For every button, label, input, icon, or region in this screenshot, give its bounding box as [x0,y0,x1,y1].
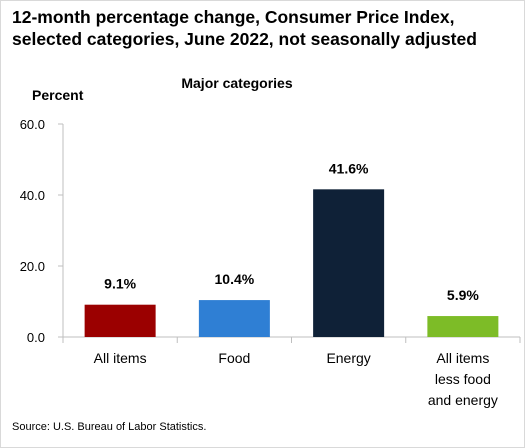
y-tick-label: 20.0 [20,259,45,274]
y-tick-label: 0.0 [27,330,45,345]
x-tick-label: All items less food and energy [428,350,498,408]
y-tick-label: 40.0 [20,188,45,203]
chart-title: 12-month percentage change, Consumer Pri… [12,6,517,50]
chart-title-line-2: selected categories, June 2022, not seas… [12,29,477,49]
source-note: Source: U.S. Bureau of Labor Statistics. [12,421,207,433]
x-tick-label: Food [218,350,250,366]
bar [427,316,499,337]
x-tick-label: Energy [326,350,370,366]
bar [84,304,156,337]
bar [198,300,270,337]
data-label: 5.9% [447,287,479,303]
x-tick-label: All items [94,350,147,366]
y-axis-label: Percent [32,87,84,103]
data-label: 41.6% [329,160,369,176]
data-label: 10.4% [215,271,255,287]
bar [313,189,385,337]
data-label: 9.1% [104,276,136,292]
chart-title-line-1: 12-month percentage change, Consumer Pri… [12,7,455,27]
chart-subtitle: Major categories [181,75,292,91]
y-tick-label: 60.0 [20,117,45,132]
